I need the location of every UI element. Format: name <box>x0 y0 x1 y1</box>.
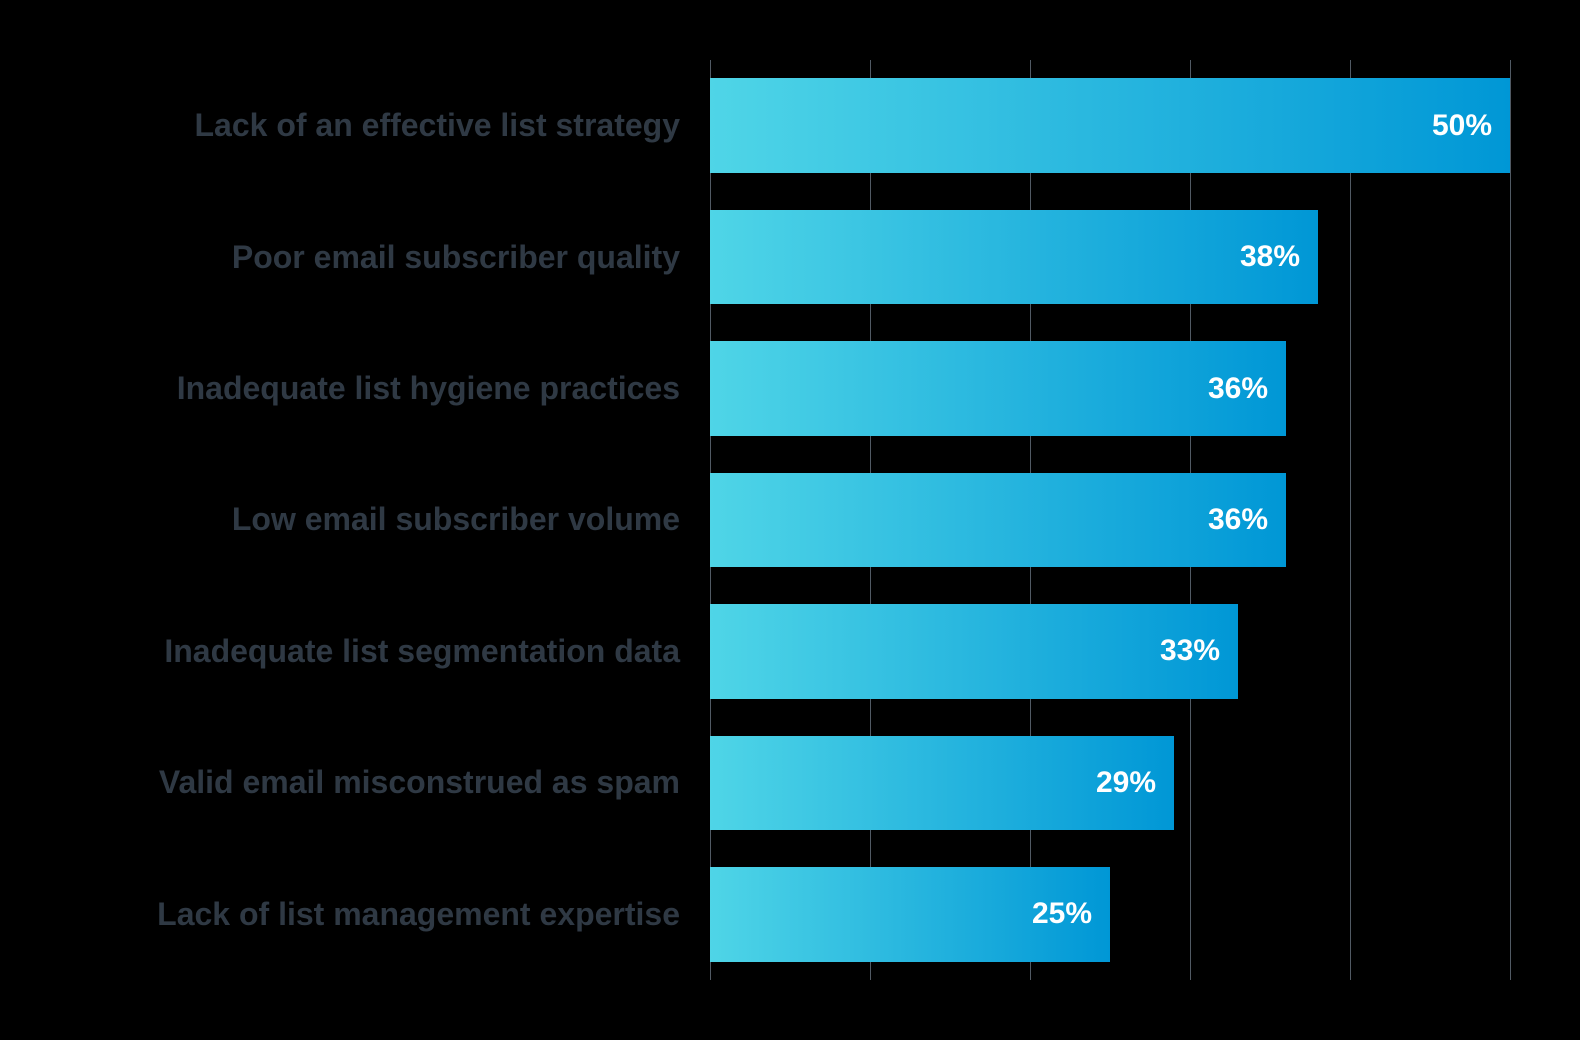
bar: 50% <box>710 78 1510 173</box>
bar-track: 25% <box>710 849 1510 980</box>
bar-value-label: 38% <box>1240 240 1300 274</box>
category-label: Lack of an effective list strategy <box>0 107 710 144</box>
horizontal-bar-chart: Lack of an effective list strategy 50% Poo… <box>0 0 1580 1040</box>
chart-row: Valid email misconstrued as spam 29% <box>0 717 1510 848</box>
bar-track: 38% <box>710 191 1510 322</box>
bar: 38% <box>710 210 1318 305</box>
bar-value-label: 29% <box>1096 766 1156 800</box>
bar-value-label: 25% <box>1032 897 1092 931</box>
bar: 33% <box>710 604 1238 699</box>
category-label: Low email subscriber volume <box>0 501 710 538</box>
chart-row: Poor email subscriber quality 38% <box>0 191 1510 322</box>
bar-track: 33% <box>710 586 1510 717</box>
bar-track: 29% <box>710 717 1510 848</box>
chart-row: Low email subscriber volume 36% <box>0 454 1510 585</box>
chart-row: Inadequate list hygiene practices 36% <box>0 323 1510 454</box>
chart-rows: Lack of an effective list strategy 50% Poo… <box>0 60 1510 980</box>
category-label: Inadequate list hygiene practices <box>0 370 710 407</box>
chart-row: Inadequate list segmentation data 33% <box>0 586 1510 717</box>
bar-value-label: 36% <box>1208 372 1268 406</box>
chart-row: Lack of an effective list strategy 50% <box>0 60 1510 191</box>
bar: 29% <box>710 736 1174 831</box>
bar: 36% <box>710 341 1286 436</box>
gridline <box>1510 60 1511 980</box>
category-label: Lack of list management expertise <box>0 896 710 933</box>
bar-value-label: 33% <box>1160 634 1220 668</box>
bar-value-label: 50% <box>1432 109 1492 143</box>
category-label: Inadequate list segmentation data <box>0 633 710 670</box>
bar-value-label: 36% <box>1208 503 1268 537</box>
category-label: Poor email subscriber quality <box>0 239 710 276</box>
bar-track: 36% <box>710 454 1510 585</box>
bar: 25% <box>710 867 1110 962</box>
category-label: Valid email misconstrued as spam <box>0 764 710 801</box>
bar-track: 50% <box>710 60 1510 191</box>
chart-row: Lack of list management expertise 25% <box>0 849 1510 980</box>
bar-track: 36% <box>710 323 1510 454</box>
bar: 36% <box>710 473 1286 568</box>
